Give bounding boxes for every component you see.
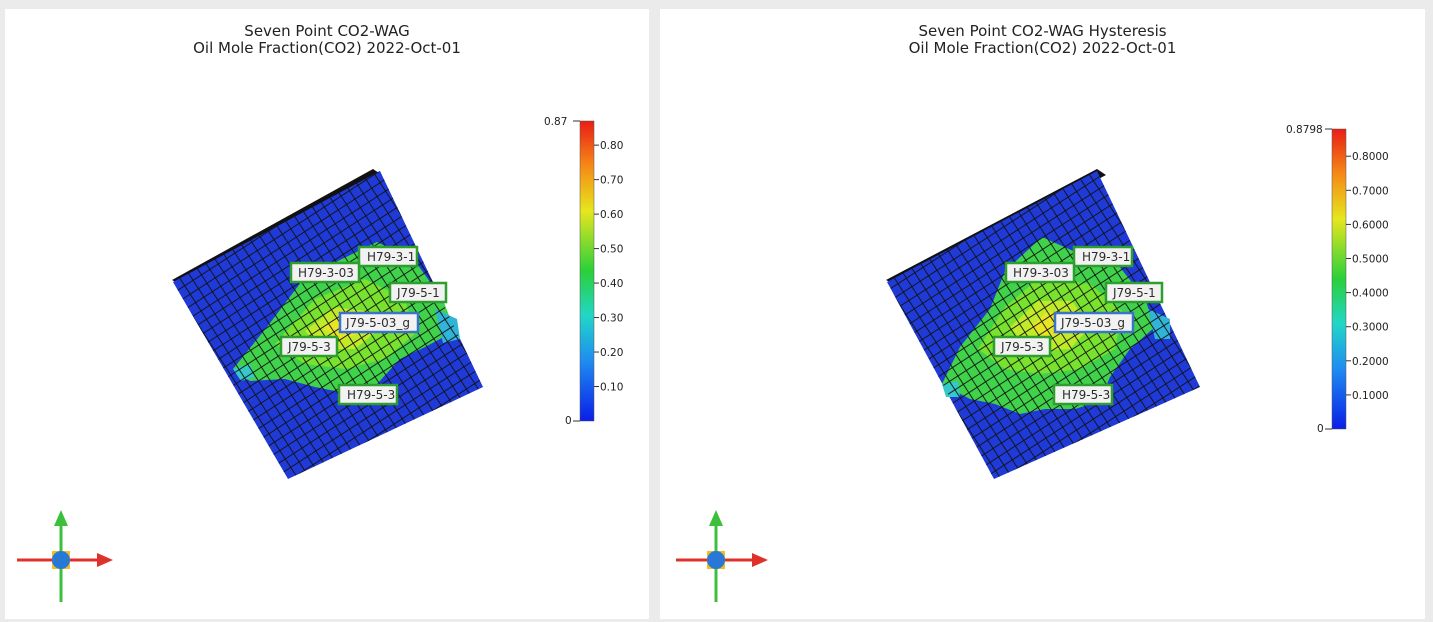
scale-tick-label: 0.40 [600, 278, 623, 290]
scale-min-label: 0 [1317, 423, 1324, 435]
left-title: Seven Point CO2-WAG Oil Mole Fraction(CO… [5, 23, 649, 57]
well-label[interactable]: H79-5-3 [1052, 383, 1114, 406]
well-label[interactable]: H79-5-3 [337, 383, 399, 406]
left-title-line2: Oil Mole Fraction(CO2) 2022-Oct-01 [193, 39, 461, 57]
scale-tick-label: 0.8000 [1352, 151, 1389, 163]
well-label[interactable]: J79-5-03_g [1053, 311, 1135, 334]
svg-text:J79-5-3: J79-5-3 [287, 340, 331, 354]
svg-text:J79-5-03_g: J79-5-03_g [345, 316, 410, 330]
scale-max-label: 0.87 [544, 116, 567, 128]
scale-tick-label: 0.6000 [1352, 219, 1389, 231]
svg-text:H79-3-03: H79-3-03 [298, 266, 354, 280]
well-label[interactable]: J79-5-03_g [338, 311, 420, 334]
svg-text:H79-3-1: H79-3-1 [367, 250, 415, 264]
svg-text:H79-5-3: H79-5-3 [347, 388, 395, 402]
left-title-line1: Seven Point CO2-WAG [244, 22, 410, 40]
scale-tick-label: 0.2000 [1352, 356, 1389, 368]
left-view[interactable]: 0.87 0 0.800.700.600.500.400.300.200.10 … [5, 9, 649, 619]
right-title: Seven Point CO2-WAG Hysteresis Oil Mole … [660, 23, 1425, 57]
well-label[interactable]: J79-5-3 [992, 335, 1052, 358]
well-label[interactable]: J79-5-1 [388, 281, 448, 304]
well-label[interactable]: H79-3-1 [1072, 245, 1134, 268]
svg-text:J79-5-03_g: J79-5-03_g [1060, 316, 1125, 330]
well-label[interactable]: H79-3-03 [1004, 261, 1076, 284]
scale-tick-label: 0.5000 [1352, 254, 1389, 266]
svg-text:H79-5-3: H79-5-3 [1062, 388, 1110, 402]
reservoir-grid [172, 169, 483, 479]
orientation-axes-icon [676, 510, 768, 602]
scale-tick-label: 0.60 [600, 209, 623, 221]
scale-tick-label: 0.3000 [1352, 322, 1389, 334]
right-panel: Seven Point CO2-WAG Hysteresis Oil Mole … [660, 9, 1425, 619]
svg-text:J79-5-3: J79-5-3 [1000, 340, 1044, 354]
well-label[interactable]: J79-5-3 [279, 335, 339, 358]
reservoir-grid [886, 169, 1200, 479]
well-label[interactable]: H79-3-03 [289, 261, 361, 284]
scale-tick-label: 0.4000 [1352, 288, 1389, 300]
well-label[interactable]: J79-5-1 [1104, 281, 1164, 304]
right-view[interactable]: 0.8798 0 0.8000 0.7000 0.6000 0.5000 0.4000 0… [660, 9, 1425, 619]
left-panel: Seven Point CO2-WAG Oil Mole Fraction(CO… [5, 9, 649, 619]
svg-text:J79-5-1: J79-5-1 [396, 286, 440, 300]
svg-text:H79-3-1: H79-3-1 [1082, 250, 1130, 264]
scale-max-label: 0.8798 [1286, 124, 1323, 136]
scale-tick-label: 0.50 [600, 244, 623, 256]
scale-tick-label: 0.20 [600, 347, 623, 359]
left-color-scale: 0.87 0 0.80 0.70 0.60 0.50 0.40 0.30 0.20 0.10 [544, 116, 623, 427]
scale-tick-label: 0.1000 [1352, 390, 1389, 402]
scale-min-label: 0 [565, 415, 572, 427]
orientation-axes-icon [17, 510, 113, 602]
scale-tick-label: 0.7000 [1352, 185, 1389, 197]
scale-tick-label: 0.10 [600, 382, 623, 394]
right-title-line2: Oil Mole Fraction(CO2) 2022-Oct-01 [908, 39, 1177, 57]
well-label[interactable]: H79-3-1 [357, 245, 419, 268]
right-title-line1: Seven Point CO2-WAG Hysteresis [918, 22, 1167, 40]
right-color-scale: 0.8798 0 0.8000 0.7000 0.6000 0.5000 0.4000 0… [1286, 124, 1389, 435]
svg-text:J79-5-1: J79-5-1 [1112, 286, 1156, 300]
scale-tick-label: 0.80 [600, 140, 623, 152]
scale-tick-label: 0.30 [600, 313, 623, 325]
svg-text:H79-3-03: H79-3-03 [1013, 266, 1069, 280]
scale-tick-label: 0.70 [600, 175, 623, 187]
